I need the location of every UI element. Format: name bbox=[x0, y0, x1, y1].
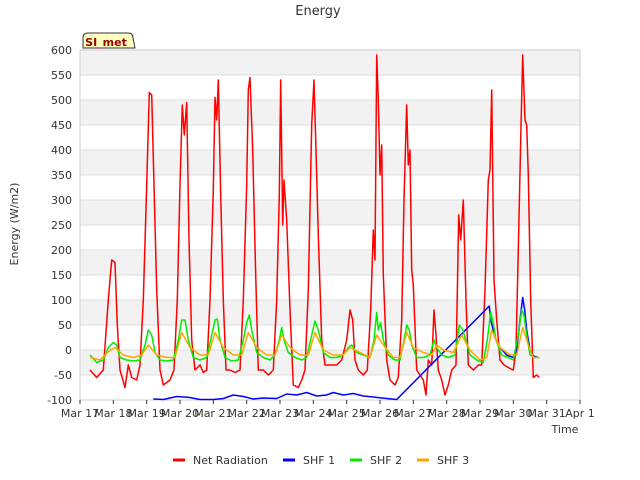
grid-band bbox=[80, 175, 580, 200]
series-line-shf-2 bbox=[89, 309, 540, 364]
x-tick-label: Mar 27 bbox=[394, 407, 432, 420]
grid-band bbox=[80, 275, 580, 300]
y-tick-label: 300 bbox=[51, 194, 72, 207]
y-axis-label: Energy (W/m2) bbox=[8, 183, 21, 266]
grid-band bbox=[80, 75, 580, 100]
grid-band bbox=[80, 300, 580, 325]
y-tick-label: 600 bbox=[51, 44, 72, 57]
site-label-background bbox=[82, 32, 136, 49]
x-tick-label: Mar 30 bbox=[494, 407, 532, 420]
x-tick-label: Mar 26 bbox=[361, 407, 399, 420]
x-tick-label: Mar 20 bbox=[161, 407, 199, 420]
grid-band bbox=[80, 150, 580, 175]
chart-title: Energy bbox=[295, 4, 341, 19]
x-tick-label: Mar 23 bbox=[261, 407, 299, 420]
grid-band bbox=[80, 100, 580, 125]
plot-frame bbox=[79, 49, 581, 401]
plot-area bbox=[79, 49, 581, 401]
x-tick-label: Mar 22 bbox=[228, 407, 266, 420]
x-axis-label: Time bbox=[551, 423, 579, 436]
y-tick-label: 550 bbox=[51, 69, 72, 82]
y-tick-label: 100 bbox=[51, 294, 72, 307]
y-tick-label: -50 bbox=[54, 369, 72, 382]
grid-band bbox=[80, 225, 580, 250]
legend-label: SHF 1 bbox=[303, 454, 335, 467]
legend-label: Net Radiation bbox=[193, 454, 268, 467]
legend-label: SHF 2 bbox=[370, 454, 402, 467]
y-tick-label: 400 bbox=[51, 144, 72, 157]
grid-band bbox=[80, 250, 580, 275]
grid-band bbox=[80, 50, 580, 75]
y-tick-label: 250 bbox=[51, 219, 72, 232]
y-tick-label: 450 bbox=[51, 119, 72, 132]
x-tick-label: Mar 18 bbox=[94, 407, 132, 420]
legend: Net Radiation SHF 1 SHF 2 SHF 3 bbox=[173, 454, 469, 467]
grid-band bbox=[80, 375, 580, 400]
y-tick-label: 50 bbox=[58, 319, 72, 332]
y-tick-label: 0 bbox=[65, 344, 72, 357]
legend-label: SHF 3 bbox=[437, 454, 469, 467]
x-tick-label: Mar 31 bbox=[528, 407, 566, 420]
y-tick-label: 350 bbox=[51, 169, 72, 182]
y-tick-label: 500 bbox=[51, 94, 72, 107]
site-label-box: SI_met bbox=[82, 32, 136, 49]
grid-band bbox=[80, 200, 580, 225]
x-tick-label: Mar 29 bbox=[461, 407, 499, 420]
y-tick-label: 200 bbox=[51, 244, 72, 257]
y-axis-ticks: -100 -50 0 50 100 150 200 250 300 350 400 450 500 550… bbox=[47, 44, 72, 407]
x-tick-label: Mar 21 bbox=[194, 407, 232, 420]
series-lines bbox=[89, 54, 540, 401]
y-tick-label: -100 bbox=[47, 394, 72, 407]
series-line-shf-3 bbox=[89, 326, 540, 361]
x-tick-label: Mar 17 bbox=[61, 407, 99, 420]
y-tick-label: 150 bbox=[51, 269, 72, 282]
x-tick-label: Apr 1 bbox=[565, 407, 595, 420]
x-tick-label: Mar 19 bbox=[128, 407, 166, 420]
grid-band bbox=[80, 125, 580, 150]
x-tick-label: Mar 24 bbox=[294, 407, 332, 420]
x-tick-label: Mar 28 bbox=[428, 407, 466, 420]
site-label: SI_met bbox=[85, 36, 127, 49]
grid-band bbox=[80, 325, 580, 350]
x-tick-label: Mar 25 bbox=[328, 407, 366, 420]
